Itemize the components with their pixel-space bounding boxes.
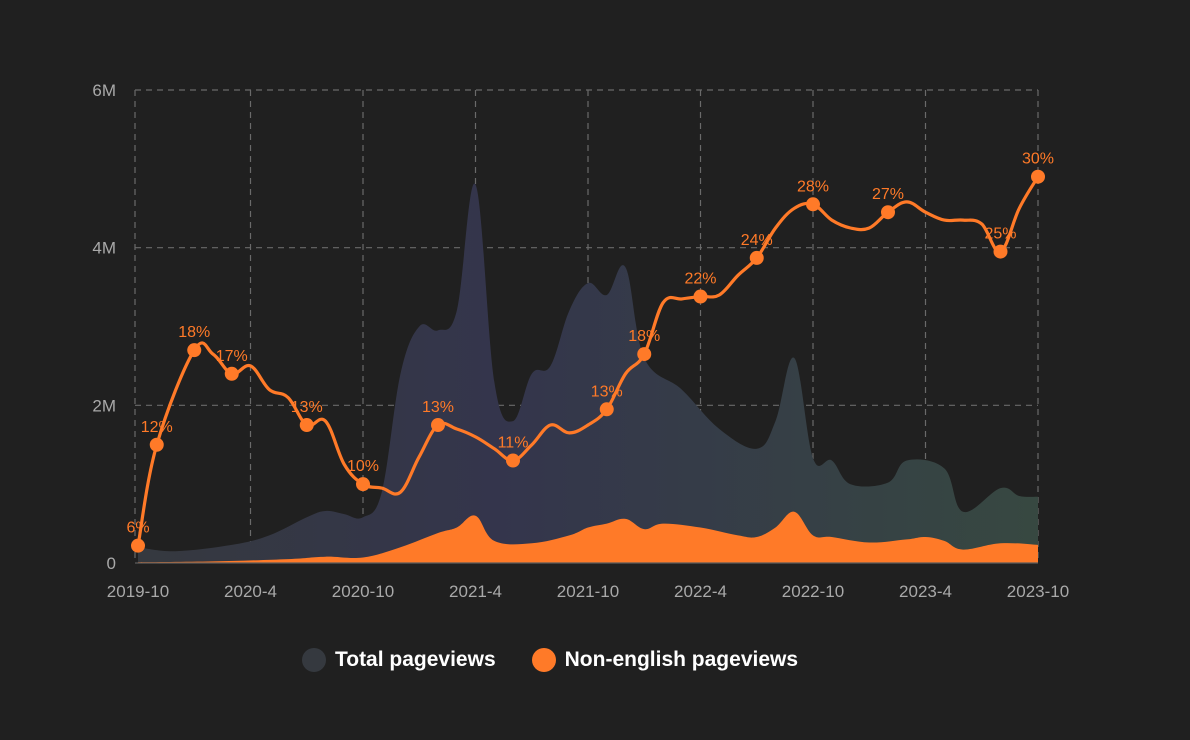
share-marker-dot[interactable] <box>599 402 614 417</box>
x-tick-label: 2022-10 <box>782 582 844 601</box>
share-marker-label: 12% <box>141 419 173 436</box>
share-marker-dot[interactable] <box>993 244 1008 259</box>
y-tick-label: 4M <box>92 239 116 258</box>
legend-label-non-english: Non-english pageviews <box>564 648 799 671</box>
share-marker-dot[interactable] <box>1031 169 1045 184</box>
share-marker-label: 13% <box>291 399 323 416</box>
x-tick-label: 2020-4 <box>224 582 277 601</box>
legend-swatch-total <box>301 648 326 672</box>
x-tick-label: 2021-4 <box>449 582 502 601</box>
legend-label-total: Total pageviews <box>334 648 496 671</box>
area-series <box>138 183 1038 563</box>
share-marker-label: 24% <box>741 232 773 249</box>
y-tick-label: 2M <box>92 396 116 415</box>
axes: 0 2M 4M 6M 2019-10 2020-4 2020-10 2021-4 2021-10… <box>92 81 1069 601</box>
legend: Total pageviews Non-english pageviews <box>0 648 1100 672</box>
share-marker-label: 25% <box>984 226 1016 243</box>
share-marker-dot[interactable] <box>131 538 145 553</box>
share-marker-dot[interactable] <box>506 453 520 468</box>
share-marker-label: 13% <box>422 399 454 416</box>
total-pageviews-area <box>138 183 1038 563</box>
share-marker-label: 27% <box>872 186 904 203</box>
share-marker-dot[interactable] <box>224 366 239 381</box>
x-tick-label: 2022-4 <box>674 582 727 601</box>
x-tick-label: 2019-10 <box>107 582 169 601</box>
marker-labels: 6% 12% 18% 17% 13% 10% 13% 11% 13% 18% 22% 24% 28% 27… <box>126 151 1054 537</box>
legend-swatch-non-english <box>531 648 556 672</box>
share-marker-label: 17% <box>216 348 248 365</box>
share-marker-dot[interactable] <box>299 418 314 433</box>
share-marker-dot[interactable] <box>187 343 202 358</box>
legend-item-non-english-pageviews[interactable]: Non-english pageviews <box>531 648 799 672</box>
share-marker-label: 18% <box>628 328 660 345</box>
legend-item-total-pageviews[interactable]: Total pageviews <box>301 648 496 672</box>
share-marker-dot[interactable] <box>881 205 895 220</box>
share-marker-dot[interactable] <box>637 347 652 362</box>
share-marker-label: 18% <box>178 324 210 341</box>
x-tick-label: 2020-10 <box>332 582 394 601</box>
y-tick-label: 6M <box>92 81 116 100</box>
pageviews-chart: 0 2M 4M 6M 2019-10 2020-4 2020-10 2021-4 2021-10… <box>92 81 1069 601</box>
x-tick-label: 2021-10 <box>557 582 619 601</box>
share-marker-label: 13% <box>591 383 623 400</box>
share-marker-dot[interactable] <box>149 437 164 452</box>
share-marker-label: 6% <box>126 520 149 537</box>
share-marker-label: 22% <box>684 271 716 288</box>
share-marker-label: 30% <box>1022 151 1054 168</box>
share-marker-dot[interactable] <box>806 197 820 212</box>
share-marker-dot[interactable] <box>693 289 708 304</box>
share-marker-label: 10% <box>347 458 379 475</box>
share-line-series <box>131 169 1045 553</box>
y-tick-label: 0 <box>107 554 116 573</box>
share-marker-label: 28% <box>797 178 829 195</box>
share-marker-dot[interactable] <box>749 250 764 265</box>
share-marker-label: 11% <box>498 435 529 452</box>
share-marker-dot[interactable] <box>356 477 370 492</box>
x-tick-label: 2023-10 <box>1007 582 1069 601</box>
share-marker-dot[interactable] <box>431 418 445 433</box>
non-english-pageviews-area <box>138 511 1038 563</box>
x-tick-label: 2023-4 <box>899 582 952 601</box>
